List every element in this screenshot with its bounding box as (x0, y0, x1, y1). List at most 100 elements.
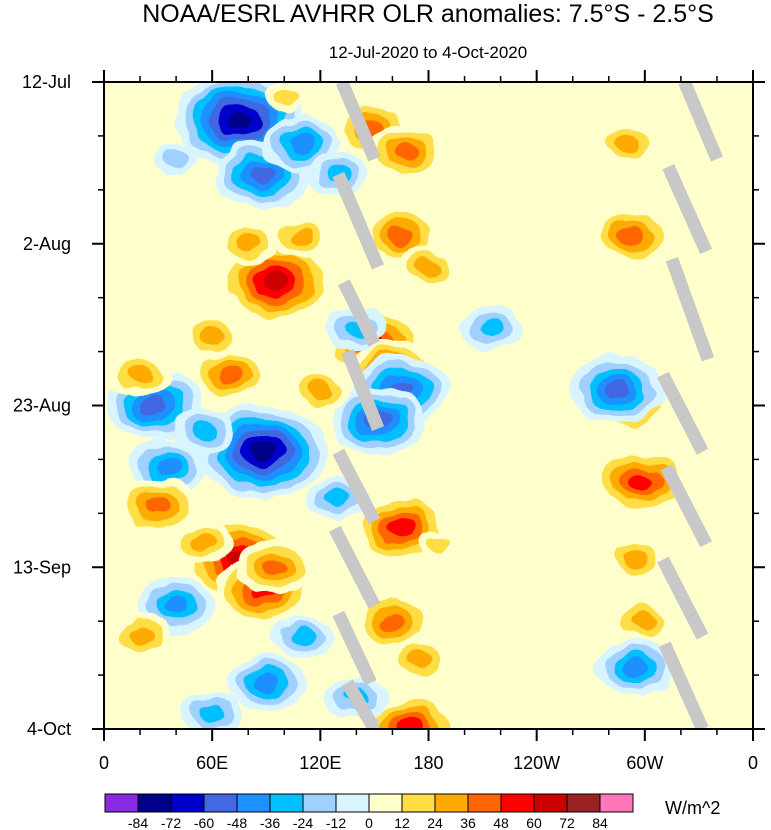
anomaly-feature (398, 245, 459, 289)
anomaly-contour (623, 658, 649, 677)
anomaly-contour (190, 419, 216, 438)
missing-data-streak (341, 679, 381, 729)
colorbar-swatch (269, 793, 304, 813)
colorbar-swatch (137, 793, 172, 813)
anomaly-contour (127, 627, 153, 646)
colorbar-swatch (434, 793, 469, 813)
colorbar-swatch (335, 793, 370, 813)
anomaly-feature (272, 214, 333, 258)
y-tick-label: 2-Aug (23, 234, 71, 254)
anomaly-contour (154, 458, 180, 477)
anomaly-feature (389, 638, 450, 682)
chart-title: NOAA/ESRL AVHRR OLR anomalies: 7.5°S - 2… (142, 0, 714, 28)
anomaly-contour (262, 273, 288, 292)
colorbar-label: 84 (592, 815, 608, 830)
anomaly-feature (154, 143, 198, 175)
y-axis: 12-Jul 2-Aug 23-Aug 13-Sep 4-Oct (13, 72, 765, 739)
missing-data-streak (332, 171, 384, 270)
colorbar-label: 0 (365, 815, 373, 830)
colorbar-label: 36 (460, 815, 476, 830)
missing-data-streak (332, 610, 377, 686)
anomaly-contour (325, 488, 351, 507)
missing-data-layer (328, 82, 723, 729)
anomaly-contour (397, 720, 423, 729)
colorbar-swatch (104, 793, 139, 813)
anomaly-feature (290, 368, 351, 412)
x-tick-label: 60E (196, 753, 228, 773)
missing-data-streak (657, 371, 709, 455)
colorbar-label: 48 (493, 815, 509, 830)
colorbar-label: 72 (559, 815, 575, 830)
anomaly-feature (236, 539, 315, 596)
colorbar-swatch (170, 793, 205, 813)
x-axis: 0 60E 120E 180 120W 60W 0 (99, 70, 758, 773)
anomaly-feature (353, 494, 449, 563)
colorbar-label: 24 (427, 815, 443, 830)
anomaly-feature (173, 407, 234, 451)
anomaly-contour (262, 558, 288, 577)
missing-data-streak (678, 82, 723, 162)
anomaly-feature (263, 82, 306, 113)
anomaly-contour (628, 473, 654, 492)
anomaly-feature (593, 448, 689, 517)
missing-data-streak (332, 448, 381, 525)
anomaly-contour (416, 257, 441, 276)
anomaly-contour (127, 365, 153, 384)
x-tick-label: 120W (513, 753, 560, 773)
y-tick-label: 13-Sep (13, 557, 71, 577)
anomaly-contour (163, 596, 189, 615)
anomaly-contour (217, 365, 243, 384)
anomaly-contour (406, 650, 432, 669)
colorbar-swatch (566, 793, 601, 813)
colorbar-label: -36 (260, 815, 280, 830)
anomaly-feature (218, 222, 279, 266)
x-tick-label: 0 (748, 753, 758, 773)
anomaly-feature (461, 306, 522, 351)
anomaly-feature (227, 654, 305, 711)
anomaly-contour (250, 442, 276, 461)
x-tick-label: 0 (99, 753, 109, 773)
colorbar-swatch (533, 793, 568, 813)
anomaly-field (106, 82, 689, 729)
missing-data-streak (665, 256, 715, 362)
missing-data-streak (658, 641, 709, 729)
colorbar-label: -60 (194, 815, 214, 830)
colorbar-label: -72 (161, 815, 181, 830)
colorbar-label: -12 (326, 815, 346, 830)
colorbar-swatch (401, 793, 436, 813)
anomaly-feature (191, 346, 269, 403)
plot-area (104, 82, 753, 729)
colorbar-swatch (302, 793, 337, 813)
anomaly-feature (119, 477, 197, 534)
anomaly-contour (619, 227, 645, 246)
colorbar-label: 60 (526, 815, 542, 830)
anomaly-contour (623, 550, 649, 569)
anomaly-contour (226, 111, 252, 130)
anomaly-contour (253, 673, 279, 692)
missing-data-streak (337, 279, 381, 347)
colorbar-swatch (203, 793, 238, 813)
colorbar-label: 12 (394, 815, 410, 830)
colorbar-swatch (368, 793, 403, 813)
anomaly-feature (362, 694, 458, 729)
anomaly-contour (307, 381, 333, 400)
anomaly-feature (308, 476, 369, 520)
chart-subtitle: 12-Jul-2020 to 4-Oct-2020 (329, 43, 527, 62)
colorbar-label: -24 (293, 815, 313, 830)
x-tick-label: 120E (299, 753, 341, 773)
anomaly-contour (379, 612, 405, 631)
anomaly-feature (182, 692, 243, 729)
missing-data-streak (662, 164, 713, 255)
colorbar-swatch (500, 793, 535, 813)
anomaly-contour (614, 134, 640, 153)
anomaly-contour (479, 319, 505, 338)
y-tick-label: 23-Aug (13, 396, 71, 416)
colorbar-label: -48 (227, 815, 247, 830)
anomaly-contour (632, 612, 658, 631)
anomaly-feature (353, 593, 432, 650)
missing-data-streak (660, 464, 712, 548)
anomaly-contour (163, 150, 189, 169)
anomaly-feature (173, 522, 234, 566)
anomaly-feature (416, 528, 459, 560)
